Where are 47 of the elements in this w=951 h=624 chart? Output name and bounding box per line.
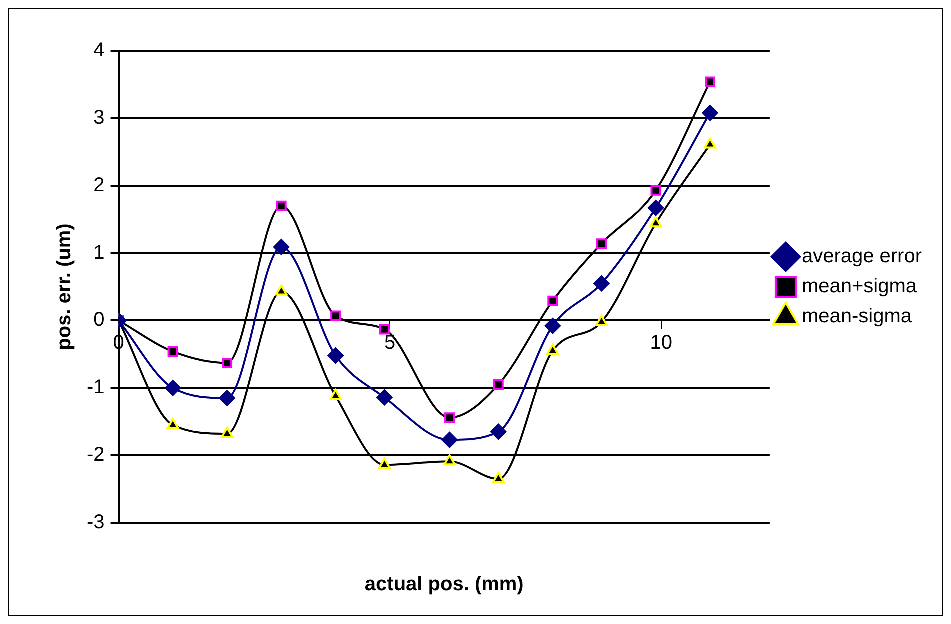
point [596,315,608,326]
point [493,380,504,390]
y-tick-label: 2 [94,174,105,196]
point [444,412,456,424]
y-tick-label: -1 [86,376,105,399]
y-tick-label: -2 [86,444,105,466]
legend-label: mean-sigma [802,306,913,328]
x-tick-label: 5 [384,332,396,354]
y-tick-label: 4 [94,40,105,62]
point [376,390,393,406]
point [166,418,180,430]
point [650,216,662,228]
point [650,185,662,196]
point [378,458,391,470]
x-axis-title: actual pos. (mm) [364,574,524,596]
point [330,389,342,400]
point [274,239,290,256]
point [702,105,718,122]
y-tick-label: -3 [86,512,105,534]
point [546,344,560,356]
y-tick-label: 1 [94,242,105,264]
point [548,296,558,306]
point [168,346,178,357]
point [330,310,342,322]
point [165,380,182,396]
point [328,348,344,364]
point [596,238,607,250]
point [544,318,561,334]
point [442,432,458,448]
point [648,200,664,216]
legend-label: average error [802,246,922,268]
point [219,390,236,406]
y-tick-label: 3 [94,106,105,129]
point [492,472,505,484]
point [444,454,456,466]
y-axis-title: pos. err. (um) [54,224,76,350]
point [222,358,233,368]
point [221,426,234,438]
y-tick-label: 0 [94,309,105,332]
x-tick-label: 10 [650,332,673,354]
point [379,324,390,335]
point [490,424,507,440]
point [276,200,287,212]
point [705,76,716,88]
point [594,276,610,292]
legend-label: mean+sigma [802,276,918,298]
point [275,284,288,296]
